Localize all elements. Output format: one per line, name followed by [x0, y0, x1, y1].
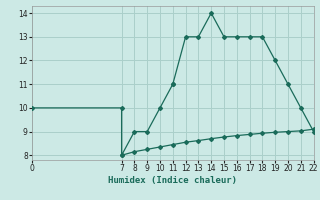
X-axis label: Humidex (Indice chaleur): Humidex (Indice chaleur)	[108, 176, 237, 185]
